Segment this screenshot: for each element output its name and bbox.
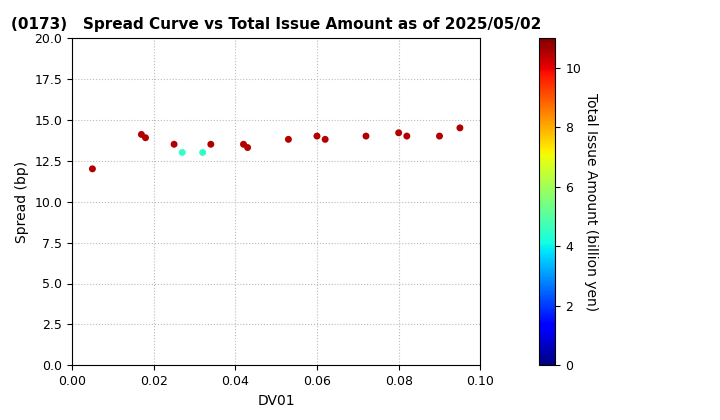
Point xyxy=(197,149,208,156)
Point xyxy=(401,133,413,139)
Point xyxy=(311,133,323,139)
Y-axis label: Total Issue Amount (billion yen): Total Issue Amount (billion yen) xyxy=(584,92,598,311)
Point xyxy=(238,141,249,147)
Point xyxy=(283,136,294,143)
Point xyxy=(320,136,331,143)
Point xyxy=(135,131,147,138)
Point xyxy=(360,133,372,139)
Point xyxy=(86,165,98,172)
Point xyxy=(242,144,253,151)
Point xyxy=(433,133,445,139)
X-axis label: DV01: DV01 xyxy=(257,394,295,408)
Point xyxy=(205,141,217,147)
Point xyxy=(140,134,151,141)
Point xyxy=(168,141,180,147)
Point xyxy=(176,149,188,156)
Y-axis label: Spread (bp): Spread (bp) xyxy=(15,160,29,243)
Title: (0173)   Spread Curve vs Total Issue Amount as of 2025/05/02: (0173) Spread Curve vs Total Issue Amoun… xyxy=(11,18,541,32)
Point xyxy=(393,129,405,136)
Point xyxy=(454,124,466,131)
